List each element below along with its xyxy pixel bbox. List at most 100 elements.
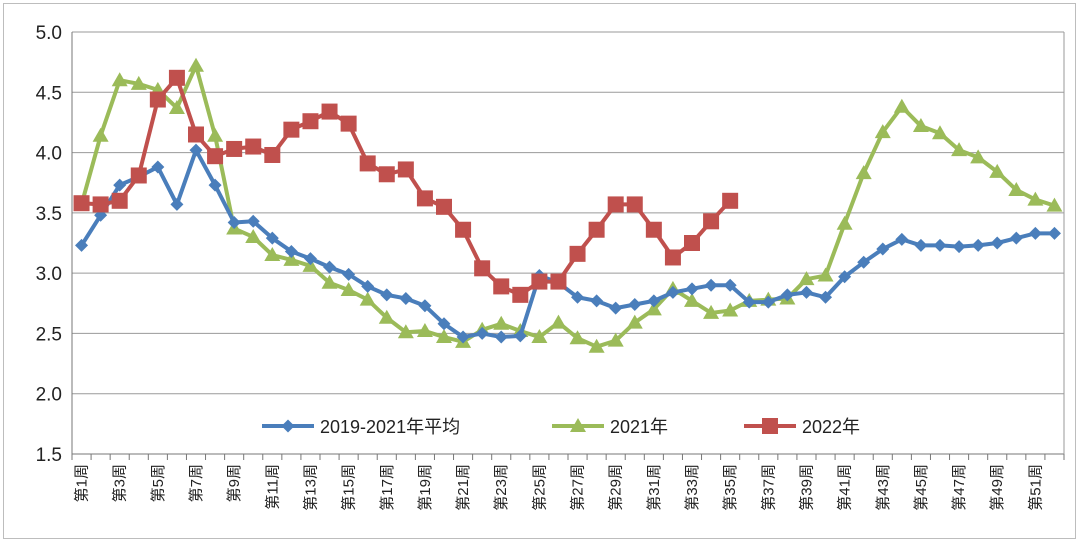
- data-point: [1028, 226, 1042, 240]
- data-point: [1008, 181, 1025, 196]
- data-point: [168, 99, 185, 114]
- y-tick-label: 1.5: [36, 445, 62, 466]
- data-point: [340, 115, 357, 132]
- data-point: [607, 196, 624, 213]
- y-tick-label: 3.5: [36, 204, 62, 225]
- data-point: [780, 288, 794, 302]
- x-tick-label: 第37周: [759, 464, 777, 511]
- data-point: [170, 197, 184, 211]
- x-tick-label: 第15周: [340, 464, 358, 511]
- x-tick-label: 第47周: [950, 464, 968, 511]
- data-point: [207, 127, 224, 142]
- data-point: [284, 244, 298, 258]
- data-point: [704, 278, 718, 292]
- data-point: [1009, 231, 1023, 245]
- data-point: [493, 278, 510, 295]
- data-point: [588, 338, 605, 353]
- legend-swatch-marker: [570, 418, 586, 432]
- x-tick-label: 第5周: [149, 464, 167, 502]
- data-point: [876, 242, 890, 256]
- data-point: [227, 216, 241, 230]
- legend: 2019-2021年平均 2021年 2022年: [262, 417, 860, 437]
- x-tick-label: 第27周: [569, 464, 587, 511]
- x-tick-label: 第41周: [836, 464, 854, 511]
- series: [73, 57, 1063, 353]
- data-point: [399, 291, 413, 305]
- data-point: [952, 240, 966, 254]
- data-point: [302, 113, 319, 130]
- data-point: [857, 255, 871, 269]
- data-point: [436, 198, 452, 215]
- data-point: [456, 330, 470, 344]
- x-tick-label: 第9周: [225, 464, 243, 502]
- x-tick-label: 第29周: [607, 464, 625, 511]
- data-point: [493, 315, 510, 330]
- data-point: [226, 140, 243, 157]
- x-axis-ticks: 第1周 第3周 第5周 第7周 第9周 第11周 第13周 第15周 第17周 第19周 第21周 第…: [73, 464, 1045, 511]
- x-tick-label: 第17周: [378, 464, 396, 511]
- data-point: [130, 75, 147, 90]
- data-point: [342, 267, 356, 281]
- data-point: [378, 166, 395, 183]
- data-point: [283, 251, 300, 266]
- data-point: [455, 221, 472, 238]
- data-point: [397, 161, 414, 178]
- legend-swatch-marker: [762, 418, 778, 434]
- data-point: [512, 286, 529, 303]
- y-tick-label: 3.0: [36, 264, 62, 285]
- x-tick-label: 第23周: [492, 464, 510, 511]
- x-tick-label: 第13周: [301, 464, 319, 511]
- legend-swatch-marker: [281, 419, 295, 433]
- series-line: [79, 63, 1056, 349]
- data-point: [571, 290, 585, 304]
- data-point: [569, 330, 586, 345]
- data-point: [1027, 191, 1044, 206]
- data-point: [874, 124, 891, 139]
- data-point: [588, 221, 605, 238]
- data-point: [513, 329, 527, 343]
- data-point: [321, 103, 338, 120]
- data-point: [838, 270, 852, 284]
- data-point: [188, 126, 204, 143]
- legend-item: 2021年: [552, 417, 668, 437]
- data-point: [590, 294, 604, 308]
- data-point: [359, 155, 376, 172]
- data-point: [246, 214, 260, 228]
- data-point: [666, 285, 680, 299]
- data-point: [188, 57, 204, 72]
- data-point: [607, 332, 624, 347]
- y-tick-label: 5.0: [36, 23, 62, 44]
- data-point: [130, 167, 147, 184]
- x-tick-label: 第3周: [111, 464, 129, 502]
- data-point: [151, 160, 165, 174]
- data-point: [416, 190, 433, 207]
- x-tick-label: 第51周: [1026, 464, 1044, 511]
- data-point: [111, 72, 128, 87]
- data-point: [531, 329, 548, 344]
- x-tick-label: 第43周: [874, 464, 892, 511]
- data-point: [569, 245, 586, 262]
- data-point: [264, 146, 281, 163]
- data-point: [397, 324, 414, 339]
- data-point: [418, 299, 432, 313]
- data-point: [550, 273, 567, 290]
- data-point: [951, 142, 968, 157]
- data-point: [722, 302, 739, 317]
- x-tick-label: 第21周: [454, 464, 472, 511]
- data-point: [1047, 226, 1061, 240]
- data-point: [265, 231, 279, 245]
- x-tick-label: 第11周: [263, 464, 281, 510]
- data-point: [245, 228, 262, 243]
- data-point: [817, 267, 834, 282]
- data-point: [474, 260, 491, 277]
- series-2: [73, 69, 739, 303]
- data-point: [684, 292, 700, 307]
- data-point: [819, 290, 833, 304]
- data-point: [92, 127, 109, 142]
- y-tick-label: 4.5: [36, 83, 62, 104]
- data-point: [359, 291, 376, 306]
- data-point: [75, 238, 89, 252]
- data-point: [933, 238, 947, 252]
- data-point: [149, 91, 166, 108]
- x-tick-label: 第31周: [645, 464, 663, 511]
